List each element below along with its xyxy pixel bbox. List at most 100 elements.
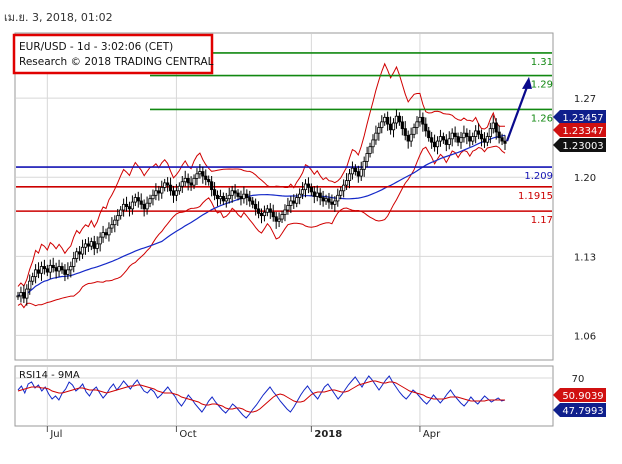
candle-body <box>456 136 460 143</box>
price-tags: 1.23457 1.23347 1.23003 <box>553 110 606 152</box>
candle-body <box>201 171 205 177</box>
candle-body <box>160 186 164 194</box>
candle-body <box>66 269 70 275</box>
candle-body <box>254 203 258 210</box>
candle-body <box>476 130 481 135</box>
candle-body <box>154 190 158 196</box>
candle-body <box>19 292 23 297</box>
candle-body <box>295 197 299 204</box>
candle-body <box>327 198 331 203</box>
candle-body <box>75 251 79 259</box>
candle-body <box>218 196 223 200</box>
rsi-tag <box>553 388 606 402</box>
candle-body <box>388 123 393 131</box>
instrument-line: EUR/USD - 1d - 3:02:06 (CET) <box>19 41 173 53</box>
candle-body <box>462 132 466 139</box>
candle-body <box>136 197 140 202</box>
candles <box>16 109 507 306</box>
candle-body <box>259 212 264 217</box>
candle-body <box>488 128 492 137</box>
candle-body <box>435 140 440 148</box>
rsi-tick-label: 70 <box>572 374 585 385</box>
x-tick-label: Apr <box>423 429 441 440</box>
candle-body <box>262 211 267 217</box>
candle-body <box>283 209 287 215</box>
candle-body <box>280 214 284 220</box>
candle-body <box>116 215 120 221</box>
candle-body <box>127 206 132 210</box>
price-tick-label: 1.20 <box>574 173 596 184</box>
candle-body <box>315 192 319 197</box>
candle-body <box>406 135 410 142</box>
candle-body <box>48 264 52 273</box>
level-label: 1.29 <box>531 80 553 91</box>
candle-body <box>362 161 366 170</box>
candle-body <box>383 116 387 123</box>
candle-body <box>485 136 489 143</box>
price-tag-label: 1.23457 <box>562 113 603 124</box>
candle-body <box>177 185 181 192</box>
candle-body <box>471 136 475 142</box>
candle-body <box>497 131 501 139</box>
candle-body <box>63 269 67 275</box>
candle-body <box>474 130 478 137</box>
candle-body <box>347 173 352 182</box>
candle-body <box>251 200 255 205</box>
candle-body <box>324 198 328 202</box>
candle-body <box>418 116 422 123</box>
candle-body <box>42 266 47 270</box>
candle-body <box>298 193 302 198</box>
candle-body <box>104 232 108 236</box>
candle-body <box>453 132 457 137</box>
candle-body <box>130 201 135 210</box>
forecast-arrow <box>505 76 532 142</box>
candle-body <box>163 182 167 188</box>
candle-body <box>432 141 437 148</box>
x-axis: Jul Oct 2018 Apr <box>46 426 441 440</box>
rsi-grid <box>16 367 552 425</box>
candle-body <box>415 121 419 128</box>
candle-body <box>248 197 252 202</box>
candle-body <box>391 122 396 131</box>
candle-body <box>371 139 375 148</box>
candle-body <box>72 258 76 267</box>
candle-body <box>394 115 399 124</box>
candle-body <box>113 219 117 226</box>
candle-body <box>365 153 369 162</box>
candle-body <box>330 201 334 205</box>
candle-body <box>271 211 275 218</box>
candle-body <box>51 264 55 269</box>
candle-body <box>292 200 296 204</box>
x-tick-label: Oct <box>179 429 196 440</box>
candle-body <box>412 127 416 135</box>
candle-body <box>122 203 126 211</box>
level-label: 1.17 <box>531 215 553 226</box>
candle-body <box>25 288 29 299</box>
candle-body <box>186 177 190 184</box>
candle-body <box>265 208 269 213</box>
bollinger-lower <box>17 145 506 309</box>
price-tag <box>553 138 606 152</box>
candle-body <box>479 133 484 140</box>
candle-body <box>339 190 343 196</box>
forecast-head <box>522 76 532 89</box>
candle-body <box>386 116 390 125</box>
candle-body <box>110 224 114 229</box>
candle-body <box>289 200 293 206</box>
level-label: 1.31 <box>531 57 553 68</box>
candle-body <box>380 121 384 128</box>
candle-body <box>303 183 308 191</box>
candle-body <box>54 267 58 272</box>
candle-body <box>98 236 102 245</box>
candle-body <box>459 137 463 143</box>
candle-body <box>57 266 61 272</box>
forecast-shaft <box>505 86 529 142</box>
candle-body <box>28 280 32 290</box>
candle-body <box>183 177 187 183</box>
rsi-panel-frame <box>14 365 554 427</box>
candle-body <box>101 232 105 238</box>
candle-body <box>107 227 111 236</box>
candle-body <box>344 180 349 186</box>
candle-body <box>430 137 434 143</box>
